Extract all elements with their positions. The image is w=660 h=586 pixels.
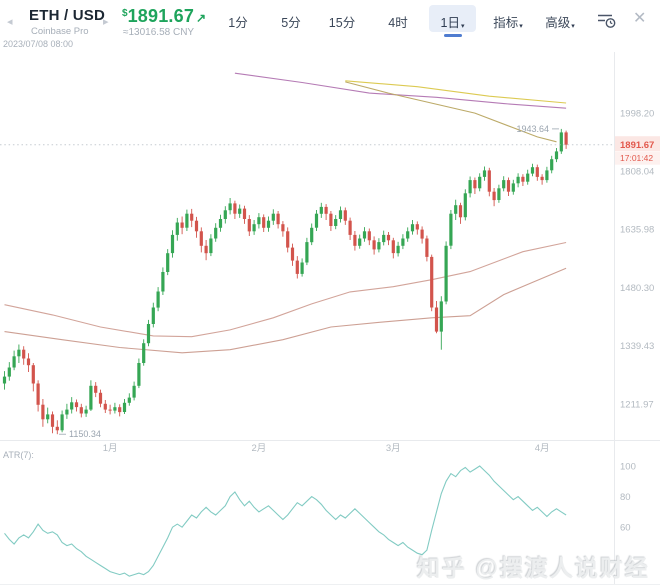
chart-settings-icon[interactable] — [596, 12, 617, 34]
ma-mid-yellow — [345, 80, 567, 104]
tab-4hour[interactable]: 4时 — [388, 16, 408, 30]
svg-text:100: 100 — [620, 462, 636, 473]
last-price: $1891.67 ↗ — [122, 6, 206, 27]
ma-slow-lower — [4, 267, 567, 354]
price-axis: 1998.20 1808.04 1635.98 1480.30 1339.43 1211.… — [620, 108, 654, 410]
chevron-down-icon: ▾ — [519, 23, 523, 30]
svg-text:80: 80 — [620, 492, 631, 503]
last-price-value: 1891.67 — [127, 6, 195, 26]
svg-text:1339.43: 1339.43 — [620, 341, 654, 352]
exchange-name: Coinbase Pro — [31, 26, 89, 37]
svg-text:1998.20: 1998.20 — [620, 108, 654, 119]
candles-layer — [2, 128, 568, 435]
menu-advanced[interactable]: 高级▾ — [541, 12, 579, 31]
axes-grid — [0, 52, 660, 585]
symbol-title[interactable]: ETH / USD — [29, 7, 105, 24]
svg-text:4月: 4月 — [535, 443, 550, 454]
svg-text:1635.98: 1635.98 — [620, 225, 654, 236]
converted-price: ≈13016.58 CNY — [123, 27, 195, 38]
ma-fast-purple — [234, 72, 567, 109]
tab-1day-label: 1日 — [440, 16, 460, 30]
currency-symbol: $ — [122, 8, 128, 19]
tab-1day-selected[interactable]: 1日▾ — [429, 5, 476, 32]
chevron-down-icon: ▾ — [460, 23, 465, 30]
atr-pane — [4, 465, 567, 577]
ma-slow-upper — [4, 241, 567, 338]
svg-text:1943.64: 1943.64 — [516, 124, 549, 134]
svg-text:1480.30: 1480.30 — [620, 283, 654, 294]
menu-advanced-label: 高级 — [545, 16, 571, 30]
atr-axis: 100 80 60 — [620, 462, 636, 534]
close-icon[interactable]: ✕ — [633, 10, 647, 27]
annotations: 1943.64 1150.34 — [59, 124, 559, 439]
trendline-olive — [345, 81, 557, 143]
svg-text:1808.04: 1808.04 — [620, 167, 654, 178]
atr-line — [4, 465, 567, 577]
menu-indicators[interactable]: 指标▾ — [489, 12, 527, 31]
tab-5min[interactable]: 5分 — [281, 16, 301, 30]
atr-indicator-label[interactable]: ATR(7): — [3, 450, 34, 460]
svg-text:3月: 3月 — [386, 443, 401, 454]
chart-header: ◂ ETH / USD Coinbase Pro ▸ $1891.67 ↗ ≈13… — [0, 0, 660, 52]
tab-15min[interactable]: 15分 — [328, 16, 356, 30]
svg-text:1211.97: 1211.97 — [620, 399, 654, 410]
svg-text:1月: 1月 — [103, 443, 118, 454]
svg-text:60: 60 — [620, 523, 631, 534]
svg-text:2月: 2月 — [252, 443, 267, 454]
svg-text:1150.34: 1150.34 — [69, 429, 101, 439]
selected-tab-underline — [444, 34, 462, 37]
crosshair-timestamp: 2023/07/08 08:00 — [3, 39, 74, 49]
trend-up-icon: ↗ — [196, 11, 207, 25]
chevron-down-icon: ▾ — [571, 23, 575, 30]
watermark: 知乎 @摆渡人说财经 — [417, 555, 650, 581]
prev-symbol-icon[interactable]: ◂ — [7, 16, 13, 28]
current-price-label: 1891.67 17:01:42 — [615, 136, 660, 165]
overlay-ma-lines — [4, 72, 567, 354]
menu-indicators-label: 指标 — [493, 16, 519, 30]
svg-text:17:01:42: 17:01:42 — [620, 153, 653, 163]
svg-text:1891.67: 1891.67 — [620, 140, 654, 151]
next-symbol-icon[interactable]: ▸ — [103, 16, 109, 28]
time-axis: 1月 2月 3月 4月 — [103, 443, 550, 454]
tab-1min[interactable]: 1分 — [228, 16, 248, 30]
